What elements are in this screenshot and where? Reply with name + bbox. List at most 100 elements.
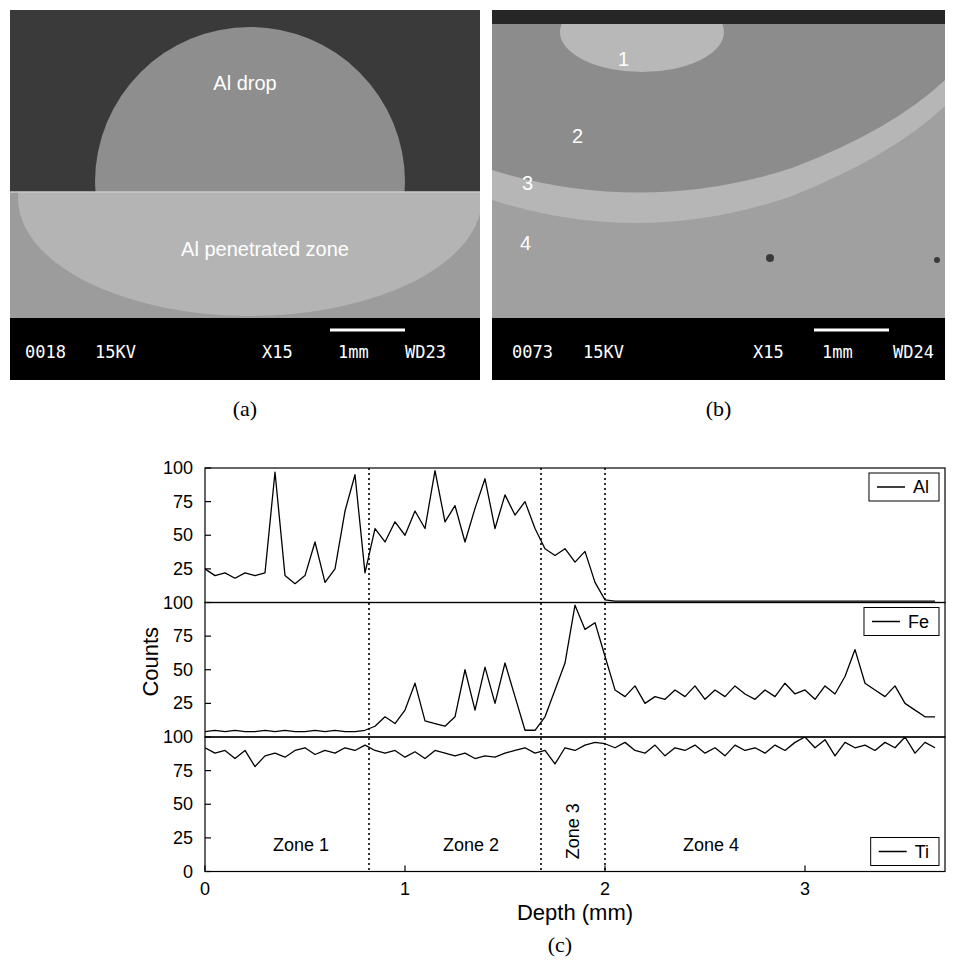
micrograph: Al drop Al penetrated zone 0018 15KV X15 1mm W… <box>10 10 480 380</box>
info-bar <box>10 318 480 380</box>
y-axis-title: Counts <box>138 627 163 697</box>
y-tick <box>205 770 211 771</box>
x-tick <box>804 866 805 872</box>
pore <box>934 257 940 263</box>
y-tick-label: 50 <box>173 660 193 680</box>
info-bar-text: 0073 <box>512 342 553 362</box>
info-bar-text: WD23 <box>405 342 446 362</box>
info-bar-text: X15 <box>262 342 293 362</box>
legend-label: Ti <box>915 842 929 862</box>
plot-area <box>205 737 935 767</box>
plot-area <box>205 605 935 731</box>
zone-2-area <box>492 24 945 193</box>
info-bar-text: 15KV <box>95 342 136 362</box>
zone-3-area <box>492 24 945 223</box>
y-tick-label: 100 <box>163 458 193 478</box>
scale-bar <box>330 329 405 332</box>
y-tick <box>205 669 211 670</box>
zone-boundary <box>540 468 542 872</box>
zone-label: Zone 3 <box>563 803 583 859</box>
y-tick <box>205 804 211 805</box>
legend-box <box>869 473 939 501</box>
panel-label: (c) <box>548 932 572 957</box>
panel-frame <box>205 468 945 603</box>
y-tick-label: 100 <box>163 593 193 613</box>
zone-4-area <box>492 24 945 318</box>
y-tick <box>205 837 211 838</box>
info-bar-text: X15 <box>753 342 784 362</box>
legend: Fe <box>864 608 939 636</box>
x-tick <box>404 866 405 872</box>
x-axis-title: Depth (mm) <box>517 900 633 925</box>
x-tick-label: 2 <box>600 879 610 899</box>
legend-box <box>871 838 939 866</box>
profile-line <box>205 605 935 731</box>
scale-bar <box>814 329 889 332</box>
profile-line <box>205 471 935 601</box>
info-bar-text: WD24 <box>893 342 934 362</box>
y-tick-label: 50 <box>173 794 193 814</box>
line-profile-chart: 255075100Al255075100FeCounts025507510001… <box>138 458 946 925</box>
profile-panel: 25 50 75 100 Al <box>163 458 945 603</box>
y-tick <box>205 568 211 569</box>
legend-box <box>864 608 939 636</box>
y-tick <box>205 736 211 737</box>
micrograph-annotation: 4 <box>520 232 531 254</box>
micrograph-annotation: Al drop <box>213 72 276 94</box>
zone-label: Zone 1 <box>273 835 329 855</box>
y-tick-label: 100 <box>163 727 193 747</box>
legend-swatch <box>872 621 900 623</box>
info-bar <box>492 318 945 380</box>
zone-boundary <box>368 468 370 872</box>
background <box>492 10 945 380</box>
pore <box>766 254 774 262</box>
profile-panel: 255075100Fe <box>163 593 945 738</box>
micrograph-annotation: 1 <box>618 48 629 70</box>
zone-1-area <box>560 24 724 72</box>
legend-label: Fe <box>908 612 929 632</box>
profile-line <box>205 737 935 767</box>
plot-area <box>205 471 935 601</box>
y-tick <box>205 467 211 468</box>
zones-group <box>492 24 945 263</box>
info-bar-text: 0018 <box>25 342 66 362</box>
legend: Al <box>869 473 939 501</box>
y-tick <box>205 703 211 704</box>
x-tick-label: 3 <box>800 879 810 899</box>
y-tick-label: 75 <box>173 492 193 512</box>
y-tick-label: 25 <box>173 559 193 579</box>
y-tick-label: 75 <box>173 761 193 781</box>
y-tick <box>205 636 211 637</box>
info-bar-text: 1mm <box>338 342 369 362</box>
info-bar-text: 1mm <box>822 342 853 362</box>
x-tick-label: 1 <box>400 879 410 899</box>
panel-frame <box>205 603 945 738</box>
micrograph: 1 2 3 4 0073 15KV X15 1mm WD24 <box>492 10 945 380</box>
micrograph-annotation: 3 <box>522 172 533 194</box>
y-tick-label: 25 <box>173 828 193 848</box>
legend-label: Al <box>913 477 929 497</box>
x-tick-label: 0 <box>200 879 210 899</box>
micrograph-annotation: 2 <box>572 125 583 147</box>
surface <box>10 191 480 193</box>
y-tick-label: 75 <box>173 626 193 646</box>
penetrated-zone <box>18 192 480 316</box>
profile-panel: 0 25 50 75 100 0 1 2 3 Ti <box>163 727 945 899</box>
penetrated-zone-group <box>18 192 480 316</box>
figure: Al drop Al penetrated zone 0018 15KV X15 1mm W… <box>0 0 954 965</box>
panel-label: (a) <box>233 396 257 421</box>
micrograph-annotation: Al penetrated zone <box>181 238 349 260</box>
y-tick-label: 0 <box>183 862 193 882</box>
x-tick <box>204 866 205 872</box>
panel-label: (b) <box>706 396 732 421</box>
y-tick-label: 50 <box>173 525 193 545</box>
legend-swatch <box>879 851 907 853</box>
y-tick <box>205 535 211 536</box>
legend: Ti <box>871 838 939 866</box>
y-tick <box>205 602 211 603</box>
legend-swatch <box>877 486 905 488</box>
zone-label: Zone 2 <box>443 835 499 855</box>
zone-boundary <box>604 468 606 872</box>
zone-label: Zone 4 <box>683 835 739 855</box>
info-bar-text: 15KV <box>583 342 624 362</box>
